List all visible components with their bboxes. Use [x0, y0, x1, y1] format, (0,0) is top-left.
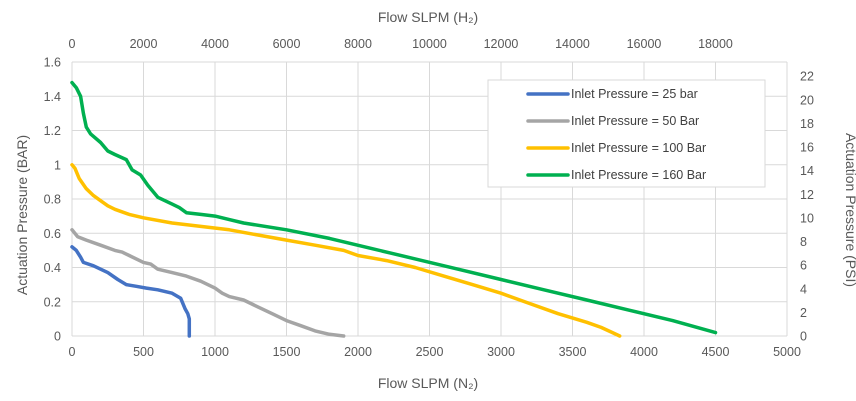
- legend-label-50: Inlet Pressure = 50 Bar: [571, 114, 699, 128]
- x-axis-title: Flow SLPM (N₂): [378, 375, 478, 391]
- x2-tick-label: 8000: [344, 37, 372, 51]
- x2-tick-label: 18000: [698, 37, 733, 51]
- tick-layer: 00.20.40.60.811.21.41.60 500 1000 1500 2000 2…: [44, 37, 814, 359]
- x-tick-label: 0: [69, 345, 76, 359]
- y2-tick-label: 4: [800, 282, 807, 296]
- y2-tick-label: 12: [800, 188, 814, 202]
- series-line-3: [70, 80, 718, 335]
- legend-item-160: Inlet Pressure = 160 Bar: [526, 168, 706, 182]
- legend-item-50: Inlet Pressure = 50 Bar: [526, 114, 699, 128]
- y2-tick-label: 8: [800, 235, 807, 249]
- legend-label-25: Inlet Pressure = 25 bar: [571, 87, 698, 101]
- y2-tick-label: 2: [800, 306, 807, 320]
- x-tick-label: 5000: [773, 345, 801, 359]
- series-line-1: [70, 228, 346, 338]
- x-tick-label: 4000: [630, 345, 658, 359]
- y2-tick-label: 0: [800, 330, 807, 344]
- y2-tick-label: 22: [800, 70, 814, 84]
- x-tick-label: 1500: [273, 345, 301, 359]
- y-axis-title: Actuation Pressure (BAR): [14, 135, 30, 295]
- y-tick-label: 0: [54, 330, 61, 344]
- legend-item-100: Inlet Pressure = 100 Bar: [526, 141, 706, 155]
- legend-label-160: Inlet Pressure = 160 Bar: [571, 168, 706, 182]
- x-tick-label: 2500: [416, 345, 444, 359]
- y-tick-label: 0.4: [44, 261, 61, 275]
- series-line-2: [70, 163, 622, 338]
- x-tick-label: 2000: [344, 345, 372, 359]
- y2-tick-label: 20: [800, 93, 814, 107]
- y-tick-label: 1.6: [44, 56, 61, 70]
- y2-tick-label: 10: [800, 211, 814, 225]
- legend-item-25: Inlet Pressure = 25 bar: [526, 87, 698, 101]
- x-tick-label: 1000: [201, 345, 229, 359]
- x-tick-label: 500: [133, 345, 154, 359]
- y2-tick-label: 18: [800, 117, 814, 131]
- y-tick-label: 1: [54, 158, 61, 172]
- x2-tick-label: 16000: [627, 37, 662, 51]
- y2-tick-label: 6: [800, 259, 807, 273]
- y2-axis-title: Actuation Pressure (PSI): [843, 133, 856, 287]
- series-layer: [70, 80, 718, 338]
- legend-box: [487, 79, 766, 188]
- y-tick-label: 0.8: [44, 193, 61, 207]
- y-tick-label: 0.6: [44, 227, 61, 241]
- y-tick-label: 1.2: [44, 124, 61, 138]
- x2-tick-label: 6000: [273, 37, 301, 51]
- legend: Inlet Pressure = 25 bar Inlet Pressure =…: [487, 79, 766, 188]
- y2-tick-label: 16: [800, 141, 814, 155]
- x2-axis-title: Flow SLPM (H₂): [378, 9, 478, 25]
- legend-label-100: Inlet Pressure = 100 Bar: [571, 141, 706, 155]
- x-tick-label: 3500: [559, 345, 587, 359]
- y-tick-label: 0.2: [44, 295, 61, 309]
- x2-tick-label: 0: [69, 37, 76, 51]
- y-tick-label: 1.4: [44, 90, 61, 104]
- grid-layer: [71, 61, 788, 337]
- x-tick-label: 3000: [487, 345, 515, 359]
- x2-tick-label: 2000: [130, 37, 158, 51]
- x-tick-label: 4500: [702, 345, 730, 359]
- x2-tick-label: 10000: [412, 37, 447, 51]
- x2-tick-label: 12000: [484, 37, 519, 51]
- series-line-0: [70, 245, 192, 338]
- y2-tick-label: 14: [800, 164, 814, 178]
- x2-tick-label: 4000: [201, 37, 229, 51]
- x2-tick-label: 14000: [555, 37, 590, 51]
